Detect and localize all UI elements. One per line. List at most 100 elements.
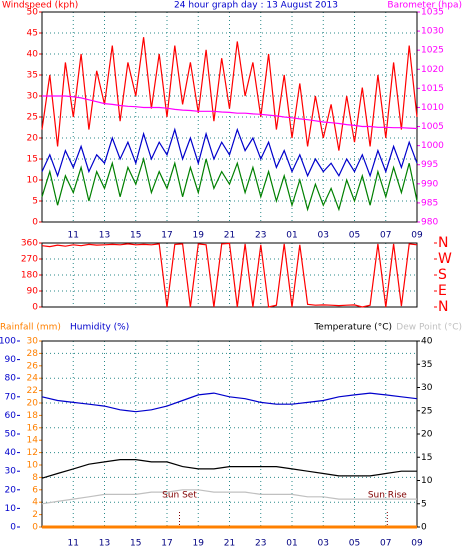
y-tick-label: 28: [27, 349, 39, 359]
series-line: [41, 459, 417, 479]
y-tick-label: 50: [27, 8, 39, 18]
x-tick-label: 15: [130, 539, 141, 549]
y2-axis-title: Barometer (hpa): [387, 1, 462, 11]
x-tick-label: 17: [161, 539, 172, 549]
x-tick-label: 01: [286, 539, 297, 549]
legend-label: Rainfall (mm): [0, 323, 61, 333]
y-tick-label: 4: [32, 498, 38, 508]
y-tick-label: 30: [27, 337, 39, 347]
y2-tick-label: 35: [421, 360, 432, 370]
y3-tick-label: 0: [10, 523, 16, 533]
x-tick-label: 23: [255, 231, 266, 241]
y-tick-label: 180: [21, 271, 38, 281]
y2-tick-label: 10: [421, 476, 433, 486]
x-tick-label: 01: [286, 231, 297, 241]
x-tick-label: 21: [224, 231, 235, 241]
y-tick-label: 0: [32, 218, 38, 228]
y3-tick-label: 100: [0, 337, 16, 347]
y2-tick-label: 1030: [421, 27, 444, 37]
y2-tick-label: 30: [421, 383, 433, 393]
y-tick-label: 45: [27, 29, 38, 39]
y2-tick-label: S: [438, 267, 447, 283]
y-tick-label: 0: [32, 303, 38, 313]
annotation-label: Sun Rise: [368, 491, 407, 501]
x-tick-label: 03: [318, 539, 329, 549]
y-tick-label: 12: [27, 448, 38, 458]
y-tick-label: 10: [27, 461, 39, 471]
y2-tick-label: 1005: [421, 122, 444, 132]
x-tick-label: 03: [318, 231, 329, 241]
y2-tick-label: N: [438, 235, 448, 251]
y-tick-label: 24: [27, 374, 39, 384]
y3-tick-label: 90: [5, 355, 17, 365]
y2-tick-label: W: [438, 251, 452, 267]
y2-tick-label: 995: [421, 160, 438, 170]
y2-tick-label: 1000: [421, 141, 444, 151]
x-tick-label: 17: [161, 231, 172, 241]
y-tick-label: 35: [27, 71, 38, 81]
y-tick-label: 2: [32, 510, 38, 520]
y-tick-label: 90: [27, 287, 39, 297]
y2-tick-label: 0: [421, 523, 427, 533]
y-tick-label: 20: [27, 399, 39, 409]
x-tick-label: 05: [349, 231, 360, 241]
legend-label: Dew Point (°C): [396, 323, 462, 333]
y3-tick-label: 60: [5, 411, 17, 421]
y3-tick-label: 40: [5, 448, 17, 458]
y2-tick-label: N: [438, 299, 448, 315]
y-tick-label: 18: [27, 411, 39, 421]
y-tick-label: 26: [27, 361, 39, 371]
series-line: [42, 95, 418, 130]
series-line: [41, 156, 418, 212]
y-tick-label: 15: [27, 155, 38, 165]
series-line: [41, 127, 418, 178]
series-line: [41, 242, 418, 308]
y2-tick-label: 980: [421, 218, 438, 228]
y3-tick-label: 20: [5, 485, 17, 495]
series-line: [41, 489, 417, 505]
chart-title: 24 hour graph day : 13 August 2013: [174, 1, 338, 11]
x-tick-label: 07: [380, 231, 391, 241]
y-tick-label: 10: [27, 176, 39, 186]
y-tick-label: 22: [27, 386, 38, 396]
x-tick-label: 15: [130, 231, 141, 241]
y3-tick-label: 70: [5, 392, 17, 402]
y2-tick-label: 1035: [421, 8, 444, 18]
y-tick-label: 0: [32, 523, 38, 533]
y2-tick-label: 1020: [421, 65, 444, 75]
x-tick-label: 21: [224, 539, 235, 549]
y-tick-label: 6: [32, 485, 38, 495]
x-tick-label: 09: [411, 539, 423, 549]
y2-tick-label: 15: [421, 453, 432, 463]
x-tick-label: 19: [193, 539, 205, 549]
annotation-label: Sun Set: [162, 491, 197, 501]
y2-tick-label: 25: [421, 406, 432, 416]
series-line: [41, 392, 418, 413]
y2-tick-label: 1025: [421, 46, 444, 56]
x-tick-label: 13: [99, 539, 110, 549]
x-tick-label: 11: [68, 539, 79, 549]
y-tick-label: 360: [21, 239, 38, 249]
legend-label: Humidity (%): [70, 323, 129, 333]
x-tick-label: 09: [411, 231, 423, 241]
y2-tick-label: 1010: [421, 103, 444, 113]
y2-tick-label: E: [438, 283, 447, 299]
y2-tick-label: 40: [421, 337, 433, 347]
series-line: [41, 37, 418, 151]
y-tick-label: 16: [27, 423, 39, 433]
x-tick-label: 19: [193, 231, 205, 241]
y-tick-label: 5: [32, 197, 38, 207]
y3-tick-label: 80: [5, 374, 17, 384]
y2-tick-label: 990: [421, 179, 438, 189]
y2-tick-label: 20: [421, 430, 433, 440]
y3-tick-label: 30: [5, 467, 17, 477]
x-tick-label: 05: [349, 539, 360, 549]
y3-tick-label: 10: [5, 504, 17, 514]
legend-label: Temperature (°C): [313, 323, 392, 333]
x-tick-label: 11: [68, 231, 79, 241]
y-tick-label: 270: [21, 255, 38, 265]
y-tick-label: 20: [27, 134, 39, 144]
x-tick-label: 07: [380, 539, 391, 549]
y2-tick-label: 985: [421, 198, 438, 208]
